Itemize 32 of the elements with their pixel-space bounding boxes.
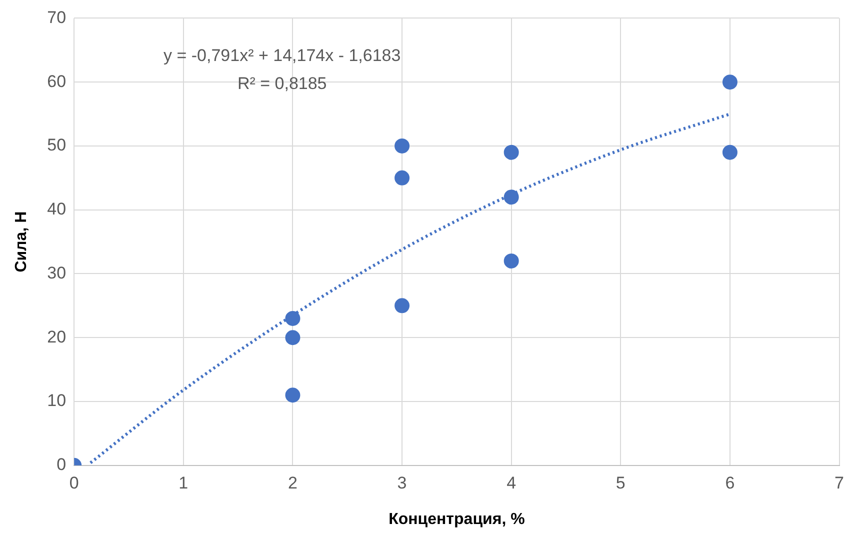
point	[504, 253, 519, 268]
point	[722, 74, 738, 90]
y-tick-label: 10	[47, 391, 66, 410]
y-tick-label: 0	[56, 455, 66, 474]
point	[722, 144, 738, 160]
y-tick-label: 30	[47, 263, 66, 282]
x-tick-label: 0	[69, 473, 79, 492]
y-axis-title: Сила, Н	[13, 211, 30, 272]
annotation: R² = 0,8185	[237, 74, 327, 93]
x-tick-label: 1	[178, 473, 188, 492]
point	[394, 170, 410, 186]
x-tick-label: 4	[506, 473, 516, 492]
x-tick-label: 2	[288, 473, 298, 492]
y-tick-label: 50	[47, 136, 66, 155]
point	[285, 330, 300, 346]
y-tick-label: 70	[47, 8, 66, 27]
point	[394, 298, 410, 314]
x-tick-label: 3	[397, 473, 407, 492]
x-tick-label: 7	[834, 473, 844, 492]
y-tick-label: 20	[47, 327, 66, 346]
point	[285, 388, 300, 403]
y-tick-label: 40	[47, 200, 66, 219]
point	[285, 310, 300, 326]
point	[394, 138, 410, 154]
x-tick-label: 6	[725, 473, 735, 492]
point	[504, 190, 519, 205]
line-series	[89, 112, 732, 464]
x-tick-label: 5	[616, 473, 626, 492]
y-tick-label: 60	[47, 72, 66, 91]
point	[504, 144, 519, 160]
x-axis-title: Концентрация, %	[388, 510, 525, 528]
annotation: y = -0,791x² + 14,174x - 1,6183	[164, 46, 401, 65]
